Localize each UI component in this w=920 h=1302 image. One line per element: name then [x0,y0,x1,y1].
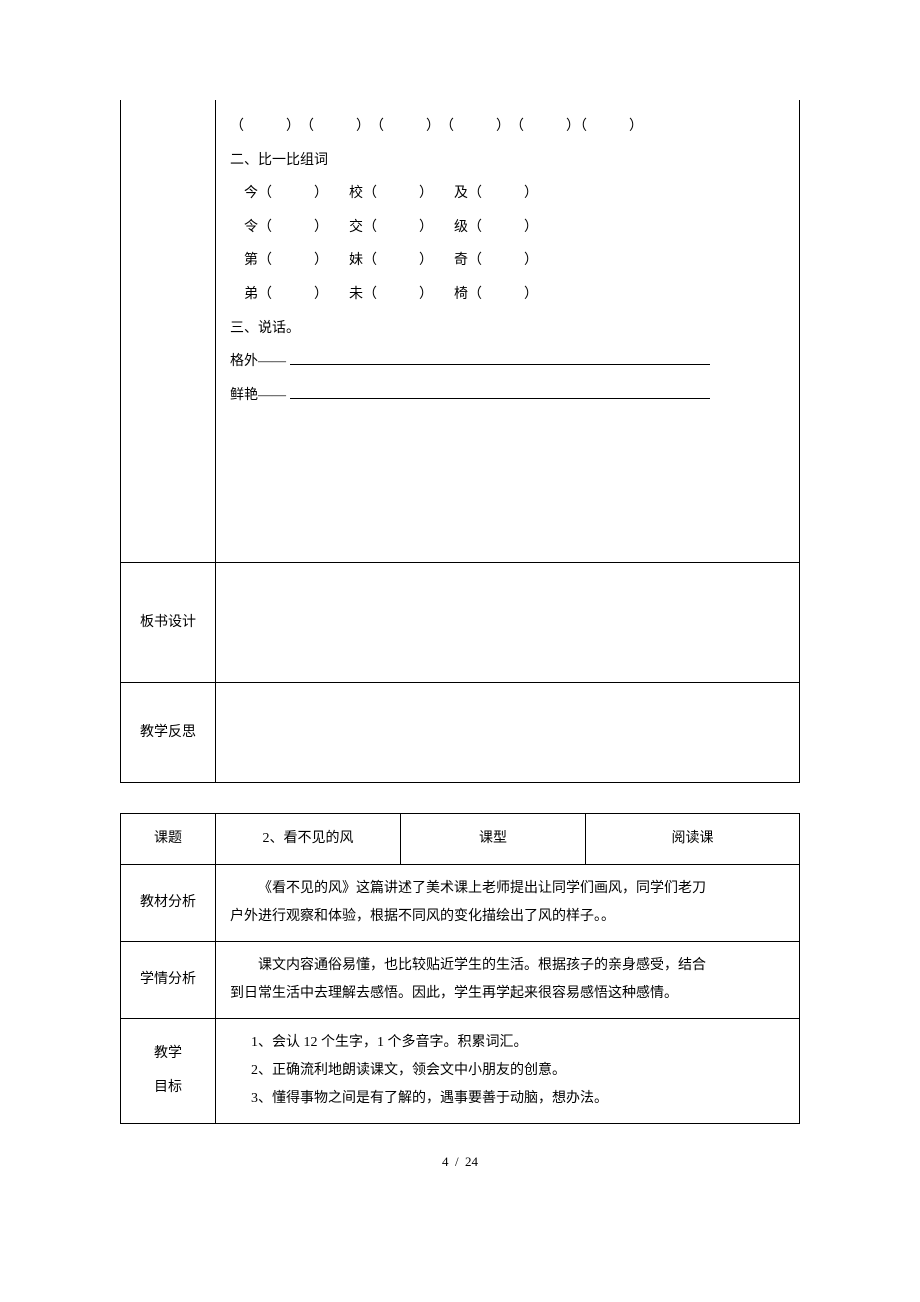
type-value: 阅读课 [586,814,800,865]
pair-row-2: 第（ ） 妹（ ） 奇（ ） [230,244,785,278]
table1-row1: （ ） （ ） （ ） （ ） （ ）（ ） 二、比一比组词 今（ ） 校（ ）… [121,100,800,563]
topic-value: 2、看不见的风 [216,814,401,865]
student-line2: 到日常生活中去理解去感悟。因此，学生再学起来很容易感悟这种感情。 [230,980,785,1008]
goals-label-line2: 目标 [131,1071,205,1105]
padding-space [230,412,785,552]
section3-title: 三、说话。 [230,312,785,346]
material-line1: 《看不见的风》这篇讲述了美术课上老师提出让同学们画风，同学们老刀 [230,875,785,903]
teaching-goals-label: 教学 目标 [121,1018,216,1123]
goal-item-2: 2、正确流利地朗读课文，领会文中小朋友的创意。 [230,1057,785,1085]
table2-row4: 教学 目标 1、会认 12 个生字，1 个多音字。积累词汇。 2、正确流利地朗读… [121,1018,800,1123]
material-analysis-content: 《看不见的风》这篇讲述了美术课上老师提出让同学们画风，同学们老刀 户外进行观察和… [216,864,800,941]
teaching-goals-content: 1、会认 12 个生字，1 个多音字。积累词汇。 2、正确流利地朗读课文，领会文… [216,1018,800,1123]
board-design-label: 板书设计 [121,563,216,683]
pair-row-0: 今（ ） 校（ ） 及（ ） [230,177,785,211]
speech1-label: 格外—— [230,354,286,369]
table1-row1-label [121,100,216,563]
reflection-content [216,683,800,783]
table1-row2: 板书设计 [121,563,800,683]
paren-row: （ ） （ ） （ ） （ ） （ ）（ ） [230,110,785,144]
pair-row-1: 令（ ） 交（ ） 级（ ） [230,211,785,245]
table1-row3: 教学反思 [121,683,800,783]
page-number: 4 / 24 [120,1154,800,1170]
student-analysis-content: 课文内容通俗易懂，也比较贴近学生的生活。根据孩子的亲身感受，结合 到日常生活中去… [216,941,800,1018]
topic-label: 课题 [121,814,216,865]
speech-line-2: 鲜艳—— [230,379,785,413]
lesson-table-1: （ ） （ ） （ ） （ ） （ ）（ ） 二、比一比组词 今（ ） 校（ ）… [120,100,800,783]
table1-row1-content: （ ） （ ） （ ） （ ） （ ）（ ） 二、比一比组词 今（ ） 校（ ）… [216,100,800,563]
pair-row-3: 弟（ ） 未（ ） 椅（ ） [230,278,785,312]
board-design-content [216,563,800,683]
reflection-label: 教学反思 [121,683,216,783]
student-analysis-label: 学情分析 [121,941,216,1018]
goal-item-3: 3、懂得事物之间是有了解的，遇事要善于动脑，想办法。 [230,1085,785,1113]
speech-line-1: 格外—— [230,345,785,379]
blank-line-2 [290,398,710,399]
blank-line-1 [290,364,710,365]
material-analysis-label: 教材分析 [121,864,216,941]
goals-label-line1: 教学 [131,1037,205,1071]
section2-title: 二、比一比组词 [230,144,785,178]
student-line1: 课文内容通俗易懂，也比较贴近学生的生活。根据孩子的亲身感受，结合 [230,952,785,980]
table2-row3: 学情分析 课文内容通俗易懂，也比较贴近学生的生活。根据孩子的亲身感受，结合 到日… [121,941,800,1018]
lesson-table-2: 课题 2、看不见的风 课型 阅读课 教材分析 《看不见的风》这篇讲述了美术课上老… [120,813,800,1124]
table2-row2: 教材分析 《看不见的风》这篇讲述了美术课上老师提出让同学们画风，同学们老刀 户外… [121,864,800,941]
material-line2: 户外进行观察和体验，根据不同风的变化描绘出了风的样子。。 [230,903,785,931]
speech2-label: 鲜艳—— [230,388,286,403]
goal-item-1: 1、会认 12 个生字，1 个多音字。积累词汇。 [230,1029,785,1057]
type-label: 课型 [401,814,586,865]
table2-header-row: 课题 2、看不见的风 课型 阅读课 [121,814,800,865]
